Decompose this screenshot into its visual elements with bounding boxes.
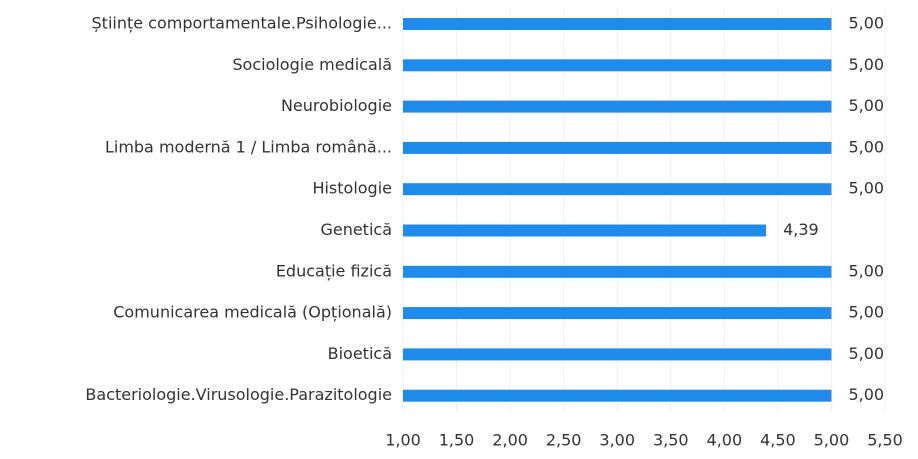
x-tick-label: 4,50 (760, 431, 796, 450)
y-tick-label: Comunicarea medicală (Opțională) (113, 303, 392, 322)
x-tick-label: 2,00 (492, 431, 528, 450)
value-label: 5,00 (848, 344, 884, 363)
value-label: 5,00 (848, 261, 884, 280)
x-tick-label: 1,00 (385, 431, 421, 450)
y-tick-label: Sociologie medicală (232, 55, 392, 74)
value-label: 5,00 (848, 14, 884, 33)
bar (403, 100, 832, 113)
x-tick-label: 1,50 (439, 431, 475, 450)
y-tick-label: Bioetică (328, 344, 392, 363)
bar (403, 265, 832, 278)
y-tick-label: Științe comportamentale.Psihologie... (92, 14, 392, 33)
bar (403, 224, 767, 237)
y-tick-label: Genetică (320, 220, 392, 239)
bar (403, 389, 832, 402)
value-label: 5,00 (848, 179, 884, 198)
value-label: 4,39 (783, 220, 819, 239)
bar (403, 18, 832, 30)
bar (403, 307, 832, 320)
x-tick-label: 3,00 (599, 431, 635, 450)
bar (403, 141, 832, 154)
value-label: 5,00 (848, 96, 884, 115)
bar (403, 183, 832, 196)
x-tick-label: 4,00 (707, 431, 743, 450)
bar (403, 348, 832, 361)
y-tick-label: Bacteriologie.Virusologie.Parazitologie (85, 385, 392, 404)
value-label: 5,00 (848, 385, 884, 404)
y-tick-label: Histologie (312, 179, 392, 198)
y-tick-label: Educație fizică (276, 261, 392, 280)
value-label: 5,00 (848, 55, 884, 74)
y-tick-label: Limba modernă 1 / Limba română... (105, 137, 392, 156)
x-tick-label: 5,50 (867, 431, 903, 450)
bar (403, 59, 832, 72)
y-tick-label: Neurobiologie (281, 96, 392, 115)
x-tick-label: 5,00 (814, 431, 850, 450)
x-tick-label: 2,50 (546, 431, 582, 450)
value-label: 5,00 (848, 303, 884, 322)
x-tick-label: 3,50 (653, 431, 689, 450)
value-label: 5,00 (848, 137, 884, 156)
